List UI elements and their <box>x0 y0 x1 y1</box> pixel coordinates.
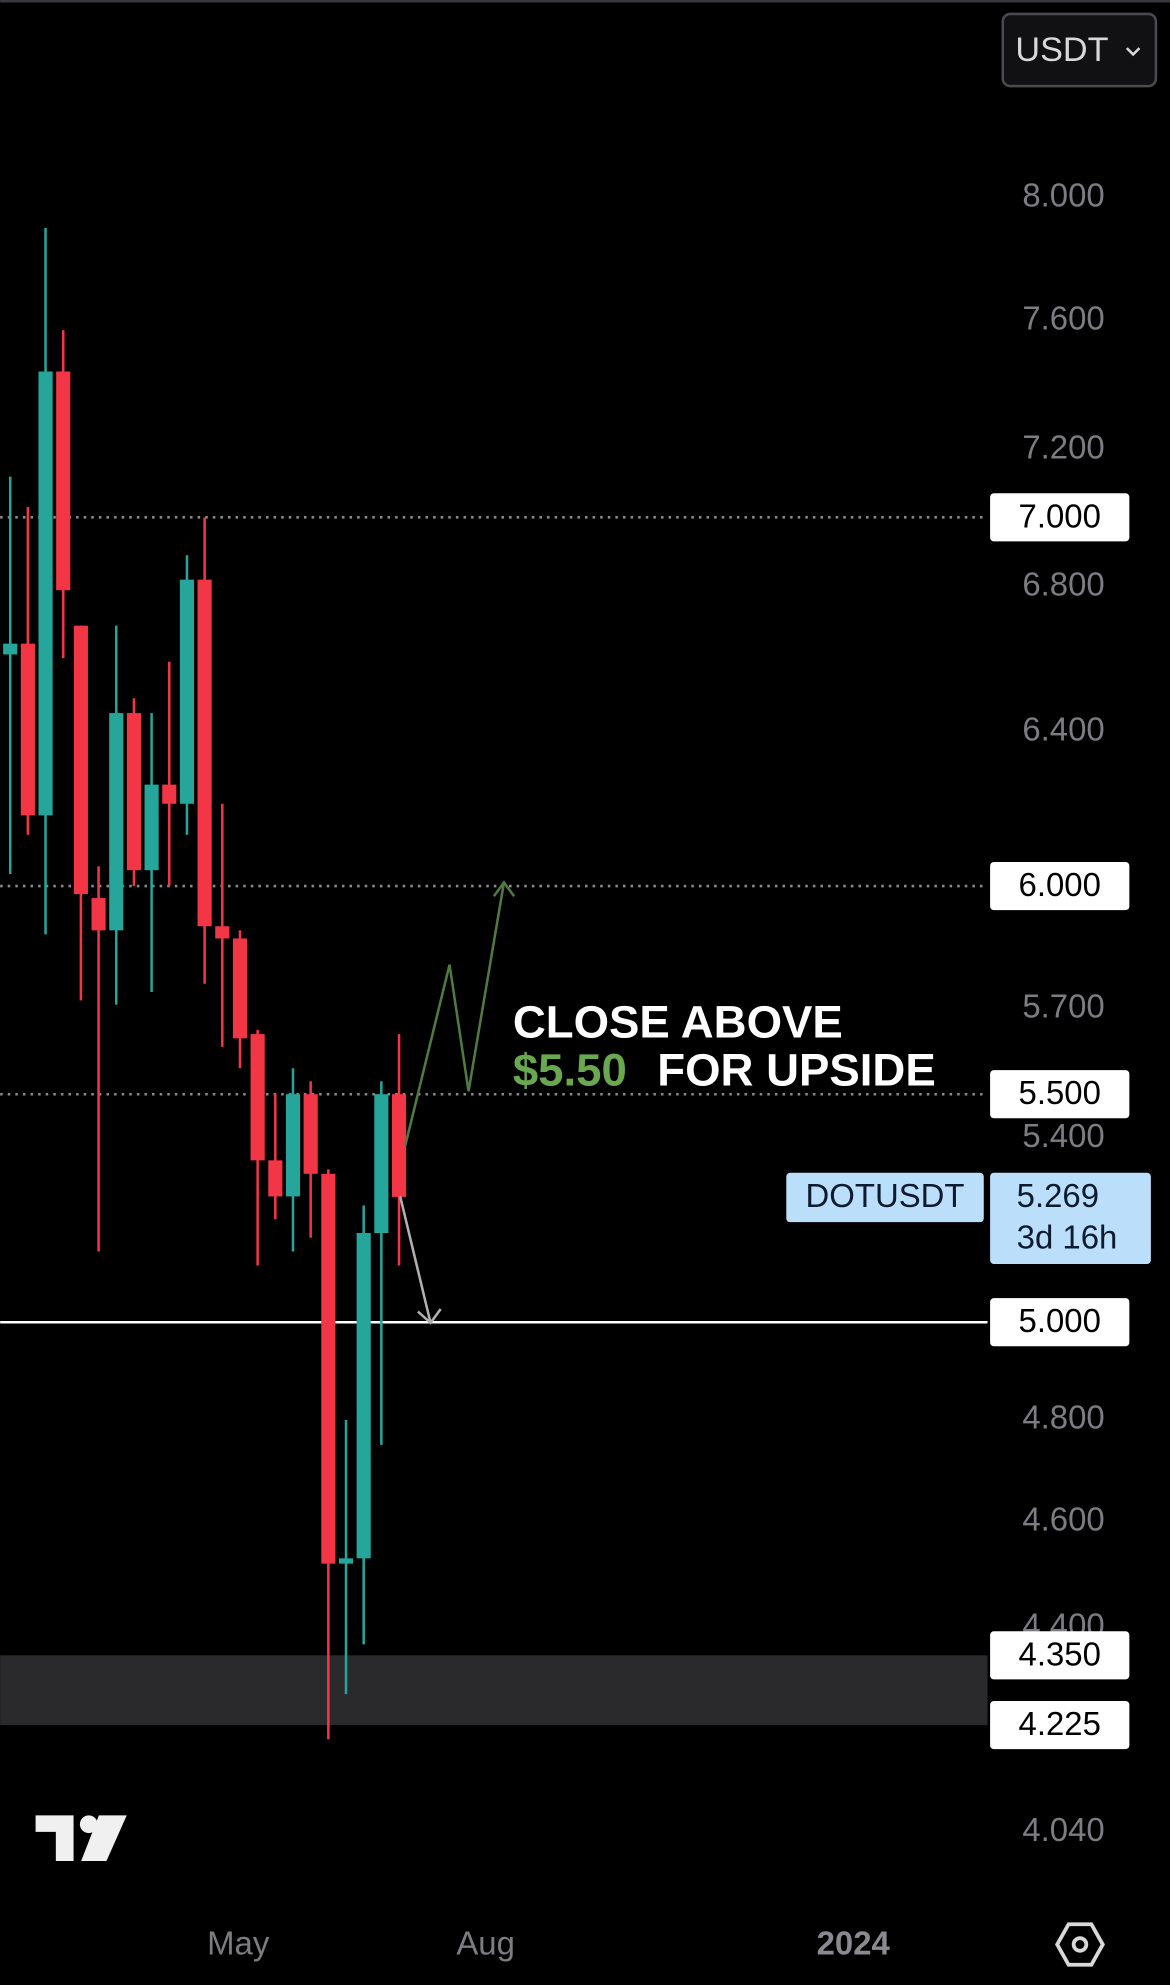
upside-arrow-head <box>492 880 516 898</box>
logo <box>35 1815 127 1861</box>
candle-body <box>38 371 53 816</box>
downside-arrow-head <box>417 1308 442 1325</box>
y-tick-label: 7.200 <box>1022 429 1104 466</box>
candle-body <box>179 579 195 804</box>
countdown-label: 3d 16h <box>1017 1219 1118 1256</box>
candle-body <box>197 579 212 927</box>
price-label: 5.269 <box>1017 1177 1099 1214</box>
annotation-line1: CLOSE ABOVE <box>513 996 843 1047</box>
y-tick-label: 8.000 <box>1022 177 1104 214</box>
level-label-box <box>990 1631 1130 1680</box>
level-layer <box>0 516 988 1324</box>
candle-body <box>91 898 106 931</box>
candle-body <box>250 1034 265 1161</box>
candle-body <box>215 926 230 939</box>
price-box <box>990 1172 1151 1264</box>
level-label-box <box>990 493 1130 542</box>
level-label: 4.225 <box>1019 1705 1101 1742</box>
candle-body <box>56 371 71 591</box>
y-tick-label: 6.400 <box>1022 710 1104 747</box>
annotation-highlight: $5.50 <box>513 1045 627 1096</box>
candle-body <box>268 1160 283 1197</box>
y-tick-label: 4.800 <box>1022 1399 1104 1436</box>
candle-body <box>162 784 177 804</box>
y-tick-label: 7.600 <box>1022 299 1104 336</box>
candle-body <box>285 1094 301 1197</box>
x-tick-label: May <box>207 1924 270 1961</box>
candle-body <box>3 643 18 655</box>
y-tick-label: 4.040 <box>1022 1811 1104 1848</box>
level-label: 5.500 <box>1019 1074 1101 1111</box>
candle-body <box>338 1558 354 1564</box>
candle-body <box>144 784 159 871</box>
y-tick-label: 5.400 <box>1022 1117 1104 1154</box>
symbol-label: DOTUSDT <box>806 1177 965 1214</box>
candle-body <box>20 643 35 816</box>
candle-body <box>109 713 124 931</box>
zone-layer <box>0 1655 988 1726</box>
candle-body <box>356 1232 371 1559</box>
chevron-icon[interactable] <box>1125 47 1141 57</box>
candle-body <box>232 938 248 1039</box>
level-label-box <box>990 862 1130 911</box>
currency-label[interactable]: USDT <box>1015 31 1108 69</box>
candle-layer <box>3 227 407 1740</box>
annotation-line2: $5.50 FOR UPSIDE <box>513 1045 936 1096</box>
level-label-box <box>990 1070 1130 1119</box>
annotation-rest: FOR UPSIDE <box>657 1045 935 1096</box>
upside-arrow <box>404 882 506 1146</box>
level-label: 6.000 <box>1019 866 1101 903</box>
axis-layer: 8.000 7.600 7.200 6.800 6.400 5.700 5.400 4.800… <box>207 177 1151 1961</box>
level-label: 5.000 <box>1019 1302 1101 1339</box>
x-tick-label: Aug <box>456 1924 515 1961</box>
candle-body <box>73 625 88 895</box>
x-tick-label: 2024 <box>817 1924 891 1961</box>
settings-icon[interactable] <box>1055 1922 1105 1967</box>
level-label-box <box>990 1298 1130 1347</box>
symbol-box <box>786 1172 984 1223</box>
y-tick-label: 4.600 <box>1022 1500 1104 1537</box>
level-label-box <box>990 1701 1130 1750</box>
level-label: 7.000 <box>1019 497 1101 534</box>
downside-arrow <box>398 1196 432 1324</box>
y-tick-label: 5.700 <box>1022 987 1104 1024</box>
zone-band <box>0 1655 988 1726</box>
candle-body <box>126 713 141 871</box>
candle-body <box>303 1094 318 1174</box>
y-tick-label: 6.800 <box>1022 565 1104 602</box>
level-label: 4.350 <box>1019 1635 1101 1672</box>
candle-body <box>321 1173 336 1564</box>
candle-body <box>391 1094 407 1197</box>
candle-body <box>374 1094 389 1233</box>
currency-button[interactable] <box>1001 12 1158 88</box>
